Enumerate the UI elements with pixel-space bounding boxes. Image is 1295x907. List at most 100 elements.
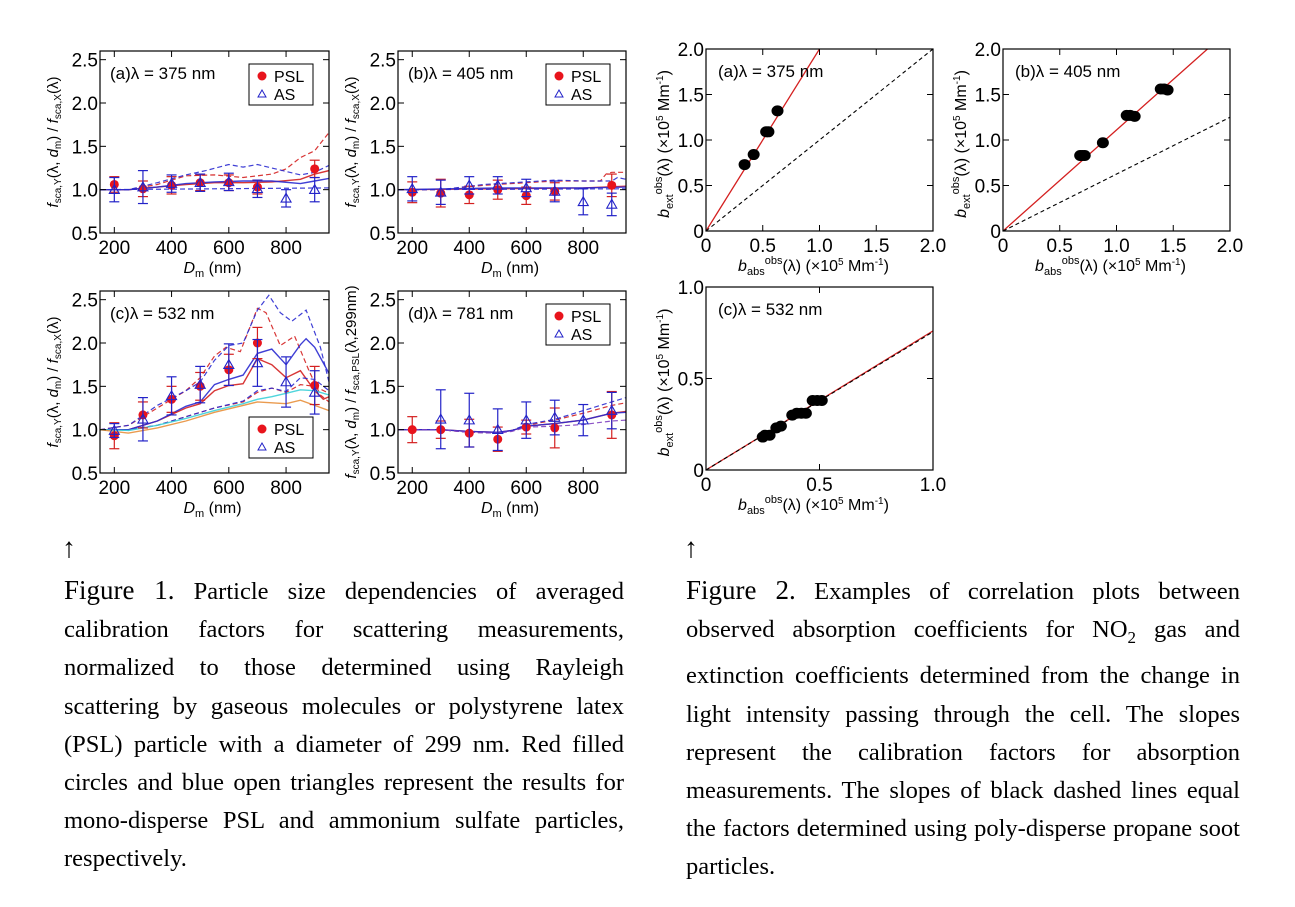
panel-label: (c)λ = 532 nm xyxy=(718,300,822,319)
legend-box xyxy=(545,63,611,106)
data-point-as xyxy=(136,413,149,424)
data-point-as xyxy=(136,180,149,192)
legend-psl-label: PSL xyxy=(274,69,304,86)
data-point-as xyxy=(491,423,504,434)
data-point-as xyxy=(165,177,178,188)
x-tick-label: 400 xyxy=(453,238,485,259)
y-tick-label: 1.5 xyxy=(72,137,98,158)
axes-frame xyxy=(397,290,627,474)
data-point xyxy=(815,394,828,406)
x-tick-label: 200 xyxy=(396,238,428,259)
x-tick-label: 600 xyxy=(213,238,245,259)
y-axis-label: fsca,Y(λ, dm) / fsca,X(λ) xyxy=(45,77,64,208)
data-point-as xyxy=(577,195,590,207)
data-point-as xyxy=(222,358,235,369)
y-tick-label: 1.5 xyxy=(370,377,396,398)
y-tick-label: 0 xyxy=(693,222,704,243)
curve-orange-calc xyxy=(100,399,329,434)
x-axis-label: Dm (nm) xyxy=(183,500,241,520)
y-axis-label: fsca,Y(λ, dm) / fsca,X(λ) xyxy=(45,317,64,448)
plot-area xyxy=(1003,49,1230,231)
x-tick-label: 2.0 xyxy=(1217,236,1243,257)
reference-dashed-line xyxy=(706,331,933,470)
data-point-as xyxy=(605,198,618,209)
curve-as-calc-upper xyxy=(398,176,626,191)
y-tick-label: 1.0 xyxy=(678,278,704,299)
y-axis-label: fsca,Y(λ, dm) / fsca,PSL(λ,299nm) xyxy=(343,285,362,478)
y-tick-label: 0.5 xyxy=(678,370,704,391)
panel-label: (b)λ = 405 nm xyxy=(408,64,513,83)
x-tick-label: 0 xyxy=(998,236,1009,257)
legend-as-marker xyxy=(257,441,267,451)
y-tick-label: 0.5 xyxy=(370,464,396,485)
x-tick-label: 0.5 xyxy=(1047,236,1073,257)
x-axis-label: babsobs(λ) (×105 Mm-1) xyxy=(738,494,889,517)
curve-as-calc-upper xyxy=(100,163,329,191)
legend-as-label: AS xyxy=(571,87,592,104)
curve-cyan-calc xyxy=(100,389,329,432)
data-point xyxy=(774,420,787,432)
curve-as-calc-upper xyxy=(398,397,626,434)
plot-area xyxy=(398,171,626,217)
y-tick-label: 0 xyxy=(693,461,704,482)
curve-psl-calc xyxy=(100,169,329,191)
x-tick-label: 400 xyxy=(156,238,188,259)
axes-frame xyxy=(99,290,330,474)
legend-psl-marker xyxy=(554,311,564,321)
y-tick-label: 1.5 xyxy=(370,137,396,158)
data-point xyxy=(738,159,751,171)
data-point-as xyxy=(165,389,178,401)
y-axis-label: bextobs(λ) (×105 Mm-1) xyxy=(653,309,676,457)
x-tick-label: 0 xyxy=(701,236,712,257)
plot-area xyxy=(100,294,329,450)
figure2-label: Figure 2. xyxy=(686,575,796,605)
x-axis-label: babsobs(λ) (×105 Mm-1) xyxy=(1035,255,1186,278)
x-tick-label: 200 xyxy=(396,478,428,499)
x-tick-label: 2.0 xyxy=(920,236,946,257)
legend-box xyxy=(248,416,314,459)
data-point-psl xyxy=(407,425,417,435)
plot-area xyxy=(100,132,329,208)
y-tick-label: 2.0 xyxy=(370,94,396,115)
y-tick-label: 1.0 xyxy=(370,421,396,442)
data-point-as xyxy=(280,192,293,203)
data-point xyxy=(771,105,784,117)
data-point-as xyxy=(280,375,293,387)
data-point-as xyxy=(194,176,207,188)
x-tick-label: 800 xyxy=(270,238,302,259)
data-point-as xyxy=(491,179,504,190)
x-tick-label: 1.0 xyxy=(806,236,832,257)
figure1-text: Particle size dependencies of averaged c… xyxy=(64,578,624,873)
x-tick-label: 800 xyxy=(567,238,599,259)
legend-as-marker xyxy=(554,88,564,98)
curve-as-calc xyxy=(100,337,329,431)
y-tick-label: 2.0 xyxy=(370,334,396,355)
data-point xyxy=(1078,149,1091,161)
y-tick-label: 2.0 xyxy=(678,40,704,61)
axes-frame xyxy=(397,50,627,234)
data-point-as xyxy=(251,182,264,194)
fit-line xyxy=(1003,49,1209,231)
data-point-as xyxy=(463,179,476,190)
data-point xyxy=(1096,137,1109,149)
figure2-text-a: Examples of correlation plots between ob… xyxy=(686,578,1241,644)
data-point-as xyxy=(194,378,207,389)
panel-label: (d)λ = 781 nm xyxy=(408,304,513,323)
data-point-as xyxy=(548,185,561,196)
plot-area xyxy=(706,330,933,470)
data-point xyxy=(1128,110,1141,122)
x-tick-label: 200 xyxy=(98,238,130,259)
legend-as-marker xyxy=(554,328,564,338)
figure2-arrow: ↑ xyxy=(684,533,698,564)
y-tick-label: 2.0 xyxy=(72,94,98,115)
fit-line xyxy=(706,49,821,231)
y-tick-label: 1.0 xyxy=(72,181,98,202)
data-point-as xyxy=(520,181,533,193)
legend-psl-marker xyxy=(257,71,267,81)
figures-canvas: 200 400 600 800 0.5 1.0 1.5 2.0 2.5 (a)λ = 375 nm… xyxy=(45,40,1243,520)
plot-area xyxy=(706,49,933,231)
legend-as-marker xyxy=(257,88,267,98)
chart-fig1a: 200 400 600 800 0.5 1.0 1.5 2.0 2.5 (a)λ = 375 nm… xyxy=(45,50,330,280)
